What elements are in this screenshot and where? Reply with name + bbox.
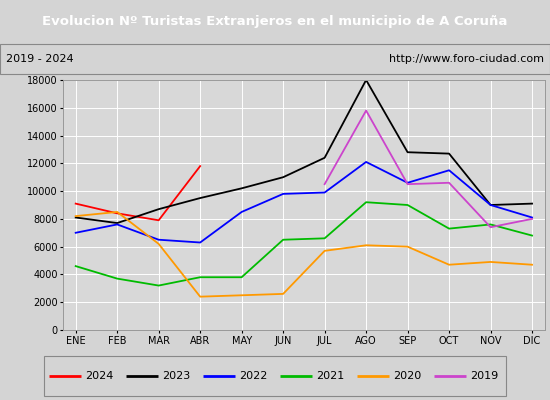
Text: 2019 - 2024: 2019 - 2024 — [6, 54, 73, 64]
Text: 2020: 2020 — [394, 371, 422, 381]
Text: 2019: 2019 — [471, 371, 499, 381]
Text: Evolucion Nº Turistas Extranjeros en el municipio de A Coruña: Evolucion Nº Turistas Extranjeros en el … — [42, 14, 508, 28]
Text: 2023: 2023 — [163, 371, 191, 381]
Text: 2022: 2022 — [240, 371, 268, 381]
Text: http://www.foro-ciudad.com: http://www.foro-ciudad.com — [389, 54, 544, 64]
Text: 2021: 2021 — [317, 371, 345, 381]
Text: 2024: 2024 — [86, 371, 114, 381]
